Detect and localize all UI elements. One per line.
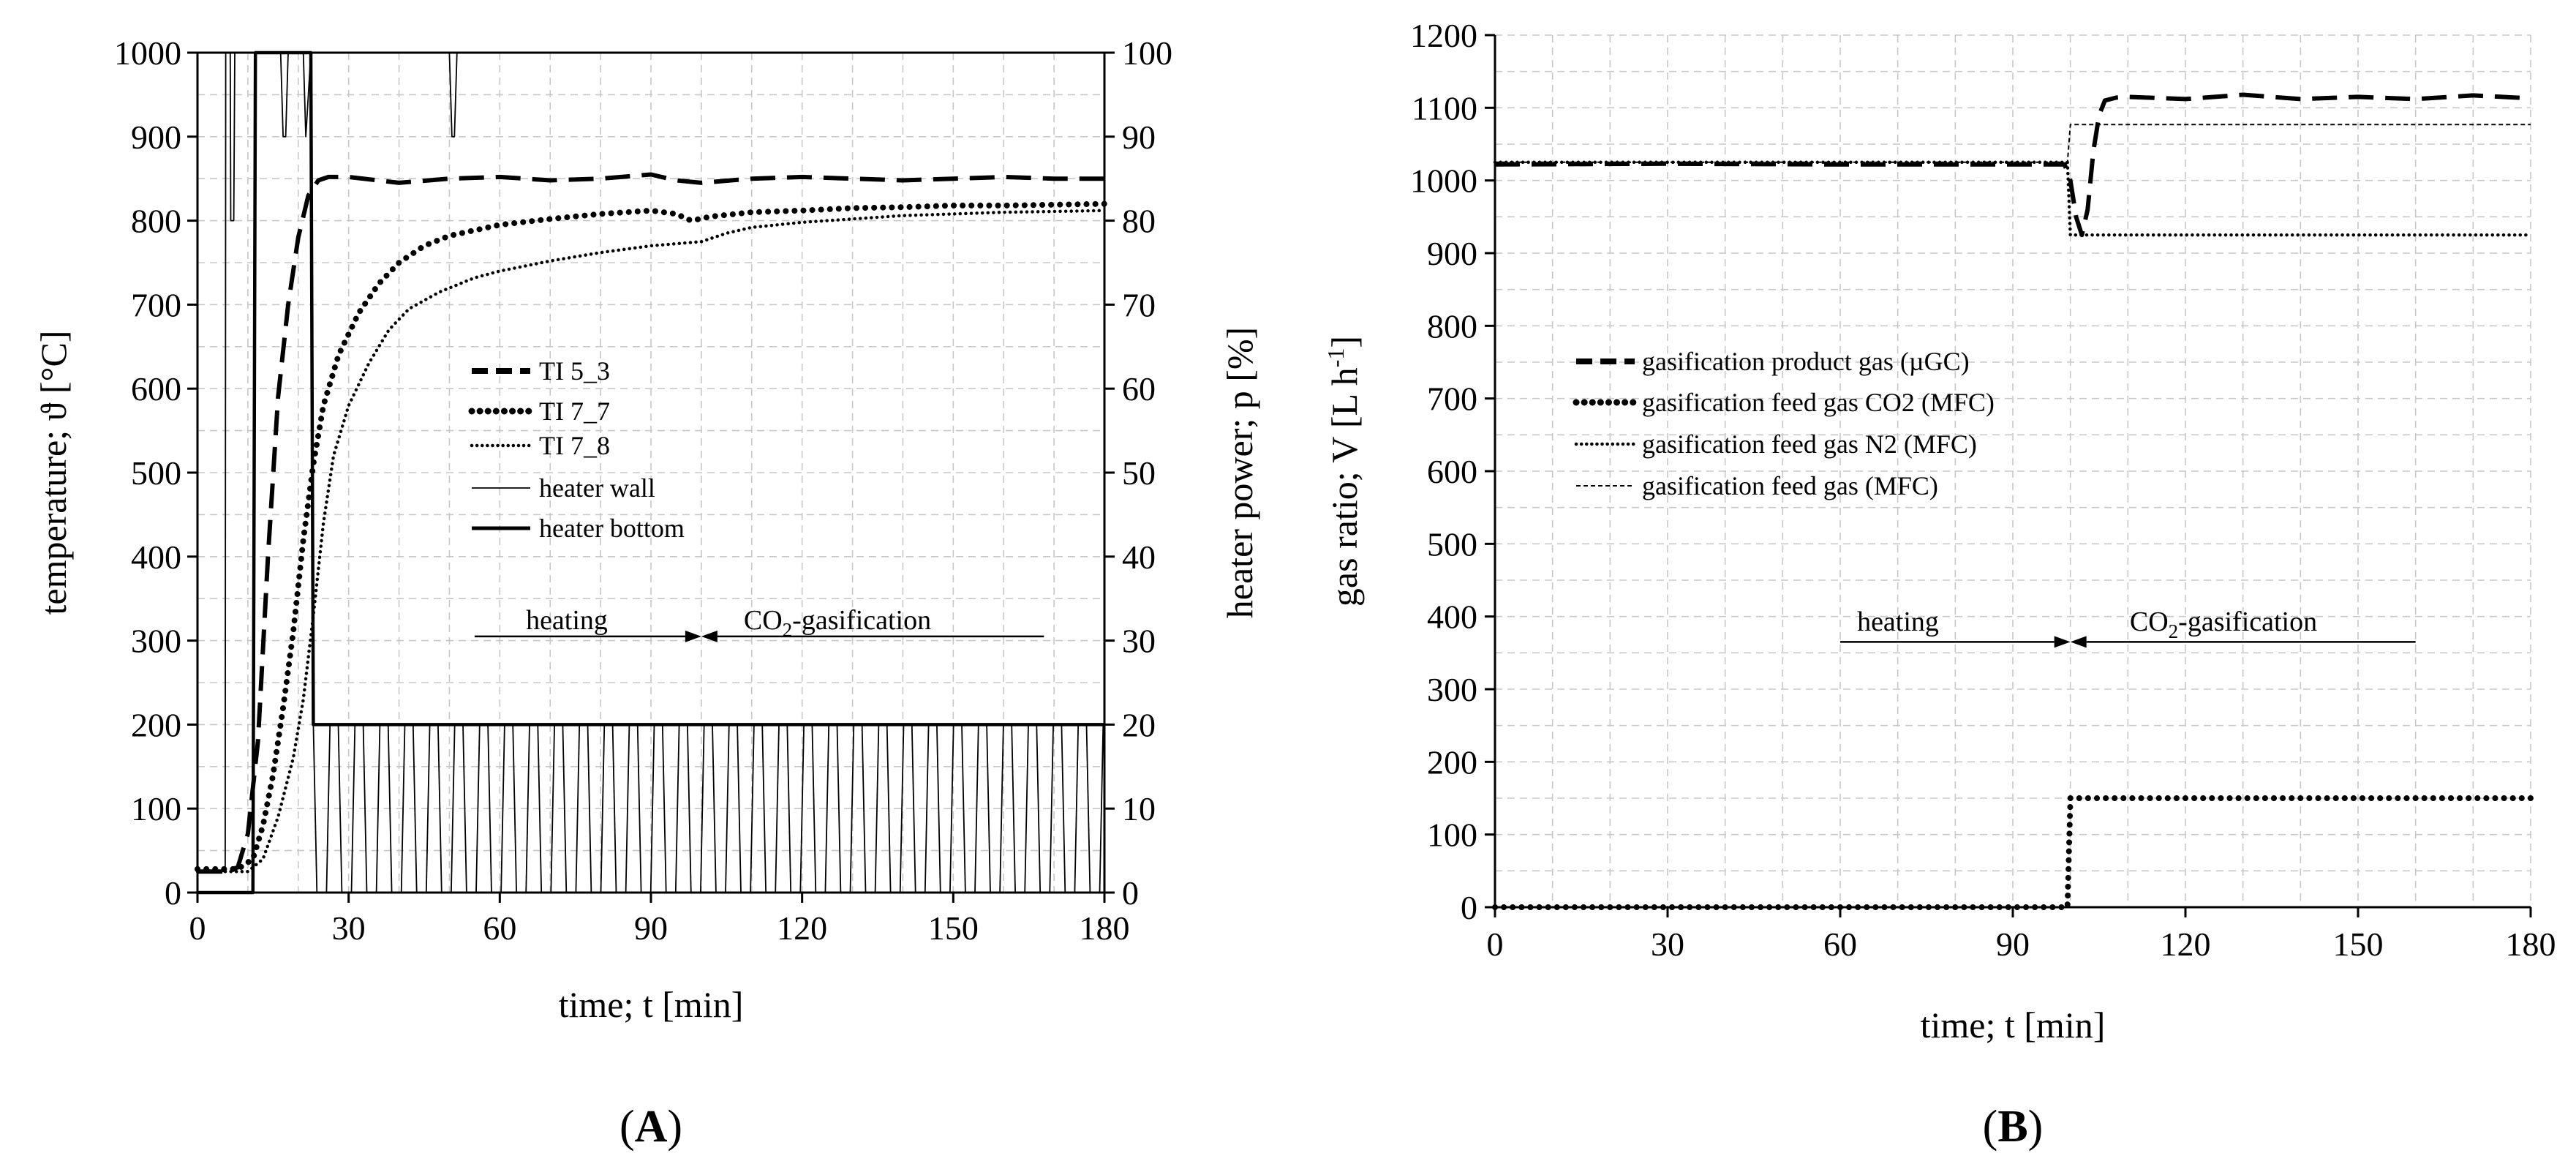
x-tick-label: 60 [1823, 925, 1857, 963]
y-right-tick-label: 20 [1122, 706, 1156, 743]
x-tick-label: 180 [1080, 909, 1130, 947]
legend-a: TI 5_3 TI 7_7 TI 7_8 heater wall heater … [468, 356, 685, 543]
legend-label-ti-5-3: TI 5_3 [539, 356, 610, 386]
legend-b: gasification product gas (µGC) gasificat… [1573, 347, 1995, 500]
y-left-tick-label: 1000 [114, 34, 181, 72]
gasification-arrowhead-a [701, 630, 718, 642]
series-line-ti-5-3 [197, 172, 1104, 874]
series-line-gasification-feed-gas-mfc [1495, 124, 2531, 163]
y-right-tick-label: 50 [1122, 454, 1156, 492]
y-right-tick-label: 80 [1122, 203, 1156, 240]
legend-label-feed-n2: gasification feed gas N2 (MFC) [1642, 429, 1977, 459]
x-tick-label: 60 [483, 909, 516, 947]
ticks-panel-a: 0 30 60 90 120 150 180010020030040050060070080… [114, 34, 1172, 947]
x-tick-label: 0 [1487, 925, 1504, 963]
heating-arrowhead-a [685, 630, 701, 642]
y-tick-label: 1200 [1410, 17, 1477, 54]
y-left-tick-label: 800 [131, 203, 181, 240]
y-left-tick-label: 400 [131, 538, 181, 576]
gasification-arrowhead-b [2070, 636, 2087, 648]
y-left-tick-label: 500 [131, 454, 181, 492]
y-right-tick-label: 100 [1122, 34, 1172, 72]
y-axis-label-b: gas ratio; V [L h-1] [1322, 336, 1365, 607]
y-left-tick-label: 200 [131, 706, 181, 743]
series-line-heater-bottom-cycles [312, 724, 1104, 893]
y-tick-label: 100 [1427, 816, 1477, 854]
y-tick-label: 0 [1461, 889, 1477, 926]
chart-panel-a: 0 30 60 90 120 150 180010020030040050060070080… [33, 34, 1260, 1152]
series-line-gasification-feed-gas-co2-mfc [1492, 795, 2534, 910]
x-tick-label: 90 [1996, 925, 2030, 963]
panel-label-b: (B) [1983, 1102, 2044, 1152]
y-right-tick-label: 60 [1122, 370, 1156, 408]
heating-label-a: heating [526, 605, 608, 636]
y-tick-label: 500 [1427, 525, 1477, 563]
legend-label-heater-bottom: heater bottom [539, 514, 685, 543]
y-right-tick-label: 10 [1122, 790, 1156, 827]
y-tick-label: 1100 [1412, 89, 1477, 127]
y-right-tick-label: 40 [1122, 538, 1156, 576]
legend-label-feed-gas: gasification feed gas (MFC) [1642, 471, 1938, 500]
series-line-ti-7-7 [195, 200, 1107, 872]
series-panel-a [195, 50, 1107, 895]
x-tick-label: 150 [2333, 925, 2384, 963]
chart-panel-b: 0 30 60 90 120 150 180 0 100 200 300 400 500 600 700 80… [1322, 17, 2556, 1152]
x-tick-label: 120 [2161, 925, 2211, 963]
y-axis-right-label-a: heater power; p [%] [1219, 327, 1260, 618]
series-line-heater-wall [197, 52, 1104, 873]
x-tick-label: 120 [777, 909, 827, 947]
y-tick-label: 400 [1427, 598, 1477, 636]
y-right-tick-label: 90 [1122, 119, 1156, 156]
legend-label-ti-7-8: TI 7_8 [539, 431, 610, 460]
legend-label-feed-co2: gasification feed gas CO2 (MFC) [1642, 388, 1995, 417]
series-panel-b [1492, 92, 2534, 910]
y-right-tick-label: 30 [1122, 623, 1156, 660]
heating-label-b: heating [1857, 607, 1939, 637]
y-right-tick-label: 0 [1122, 874, 1139, 912]
gasification-label-b: CO2-gasification [2130, 607, 2317, 642]
series-line-heater-bottom [197, 50, 1104, 895]
gasification-label-a: CO2-gasification [744, 605, 931, 641]
x-tick-label: 30 [332, 909, 366, 947]
x-tick-label: 150 [928, 909, 979, 947]
x-tick-label: 180 [2506, 925, 2556, 963]
y-left-tick-label: 600 [131, 370, 181, 408]
x-tick-label: 30 [1651, 925, 1684, 963]
y-left-tick-label: 900 [131, 119, 181, 156]
ticks-panel-b: 0 30 60 90 120 150 180 0 100 200 300 400 500 600 700 80… [1410, 17, 2556, 963]
y-left-tick-label: 300 [131, 623, 181, 660]
y-tick-label: 800 [1427, 307, 1477, 345]
x-tick-label: 0 [189, 909, 206, 947]
y-left-tick-label: 0 [165, 874, 181, 912]
y-tick-label: 300 [1427, 671, 1477, 708]
heating-arrowhead-b [2054, 636, 2071, 648]
legend-label-product-gas: gasification product gas (µGC) [1642, 347, 1970, 376]
x-axis-label-b: time; t [min] [1921, 1005, 2106, 1045]
panel-label-a: (A) [619, 1102, 682, 1152]
legend-label-heater-wall: heater wall [539, 473, 655, 503]
legend-label-ti-7-7: TI 7_7 [539, 397, 610, 426]
y-tick-label: 900 [1427, 235, 1477, 272]
phase-annotation-a: heating CO2-gasification [474, 605, 1044, 642]
y-left-tick-label: 700 [131, 286, 181, 323]
y-axis-left-label-a: temperature; ϑ [°C] [33, 330, 74, 615]
y-tick-label: 700 [1427, 380, 1477, 418]
x-axis-label-a: time; t [min] [559, 984, 744, 1025]
y-tick-label: 200 [1427, 743, 1477, 781]
y-tick-label: 1000 [1410, 162, 1477, 200]
phase-annotation-b: heating CO2-gasification [1840, 607, 2416, 648]
x-tick-label: 90 [634, 909, 668, 947]
y-right-tick-label: 70 [1122, 286, 1156, 323]
y-tick-label: 600 [1427, 453, 1477, 490]
grid-panel-b [1495, 34, 2531, 907]
series-line-gasification-product-gas-gc [1494, 92, 2531, 238]
y-left-tick-label: 100 [131, 790, 181, 827]
